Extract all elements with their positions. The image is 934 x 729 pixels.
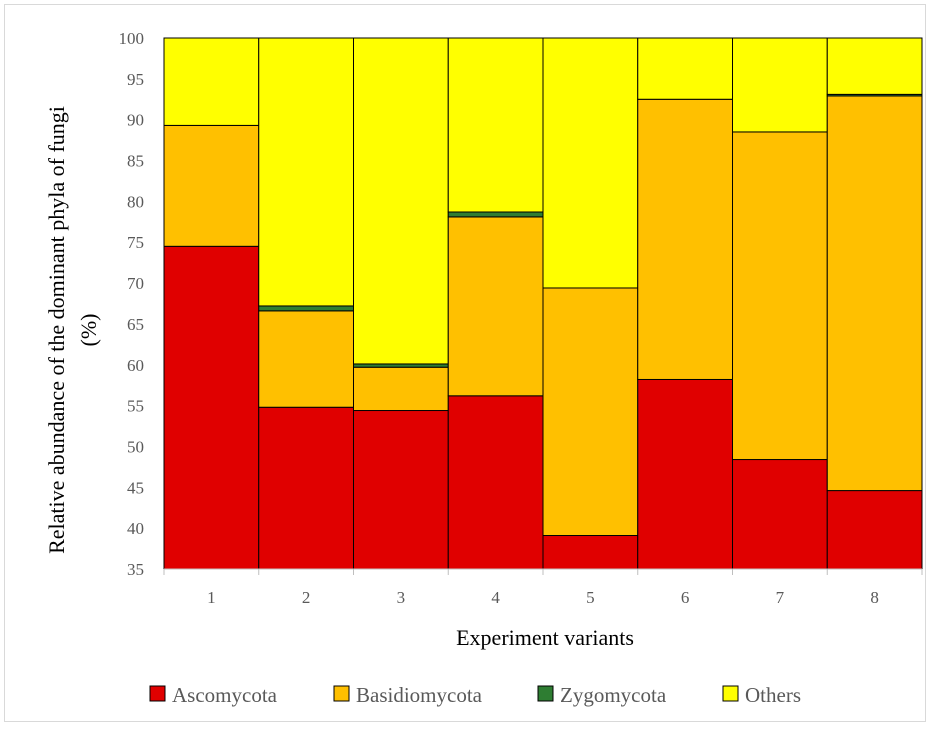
y-tick-label-40: 40: [127, 519, 144, 538]
y-axis-ticks: 35 40 45 50 55 60 65 70 75 80 85 90 95 100: [119, 29, 145, 579]
legend-label-others: Others: [745, 683, 801, 707]
x-tick-label-1: 1: [207, 588, 216, 607]
legend-swatch-basidiomycota: [333, 685, 350, 702]
legend-item-basidiomycota: Basidiomycota: [333, 683, 483, 707]
bar-ascomycota-4: [447, 395, 544, 570]
legend-label-zygomycota: Zygomycota: [560, 683, 667, 707]
x-tick-label-5: 5: [586, 588, 595, 607]
y-tick-label-95: 95: [127, 70, 144, 89]
y-axis-title-line1: Relative abundance of the dominant phyla…: [44, 106, 69, 554]
bar-basidiomycota-1: [163, 124, 260, 247]
y-tick-label-75: 75: [127, 233, 144, 252]
bar-basidiomycota-8: [826, 95, 923, 492]
x-tick-label-7: 7: [776, 588, 785, 607]
bar-basidiomycota-5: [542, 287, 639, 537]
legend-item-zygomycota: Zygomycota: [537, 683, 667, 707]
bar-others-1: [163, 37, 260, 126]
y-tick-label-80: 80: [127, 192, 144, 211]
bar-basidiomycota-3: [353, 366, 449, 412]
y-tick-label-60: 60: [127, 356, 144, 375]
y-axis-title-line2: (%): [76, 314, 101, 347]
x-tick-label-8: 8: [870, 588, 879, 607]
y-tick-label-45: 45: [127, 478, 144, 497]
bar-ascomycota-6: [637, 378, 733, 570]
y-tick-label-85: 85: [127, 152, 144, 171]
bar-zygomycota-4: [447, 211, 544, 218]
bars-group: [163, 37, 923, 570]
y-tick-label-90: 90: [127, 111, 144, 130]
legend: Ascomycota Basidiomycota Zygomycota Others: [149, 683, 801, 707]
x-tick-label-2: 2: [302, 588, 311, 607]
y-tick-label-55: 55: [127, 397, 144, 416]
y-axis-title: Relative abundance of the dominant phyla…: [44, 106, 101, 554]
bar-others-6: [637, 37, 733, 100]
x-tick-label-6: 6: [681, 588, 690, 607]
bar-others-7: [732, 37, 828, 133]
legend-label-ascomycota: Ascomycota: [172, 683, 278, 707]
legend-swatch-ascomycota: [149, 685, 166, 702]
legend-label-basidiomycota: Basidiomycota: [356, 683, 483, 707]
bar-ascomycota-8: [826, 490, 923, 570]
bar-others-3: [353, 37, 449, 365]
bar-others-8: [826, 37, 923, 95]
y-tick-label-100: 100: [119, 29, 145, 48]
bar-ascomycota-5: [542, 535, 639, 570]
bar-basidiomycota-6: [637, 98, 733, 380]
x-tick-label-4: 4: [491, 588, 500, 607]
x-tick-label-3: 3: [397, 588, 406, 607]
legend-item-ascomycota: Ascomycota: [149, 683, 278, 707]
bar-basidiomycota-2: [258, 310, 354, 408]
bar-ascomycota-1: [163, 245, 260, 570]
y-tick-label-70: 70: [127, 274, 144, 293]
bar-ascomycota-3: [353, 410, 449, 570]
legend-swatch-others: [722, 685, 739, 702]
x-axis-ticks: 1 2 3 4 5 6 7 8: [163, 569, 923, 607]
y-tick-label-50: 50: [127, 437, 144, 456]
bar-others-2: [258, 37, 354, 307]
legend-swatch-zygomycota: [537, 685, 554, 702]
y-tick-label-35: 35: [127, 560, 144, 579]
bar-basidiomycota-4: [447, 216, 544, 397]
bar-zygomycota-2: [258, 305, 354, 312]
bar-others-5: [542, 37, 639, 289]
bar-ascomycota-2: [258, 406, 354, 570]
bar-others-4: [447, 37, 544, 213]
bar-basidiomycota-7: [732, 131, 828, 461]
y-tick-label-65: 65: [127, 315, 144, 334]
bar-ascomycota-7: [732, 459, 828, 570]
x-axis-title: Experiment variants: [456, 625, 634, 650]
legend-item-others: Others: [722, 683, 801, 707]
